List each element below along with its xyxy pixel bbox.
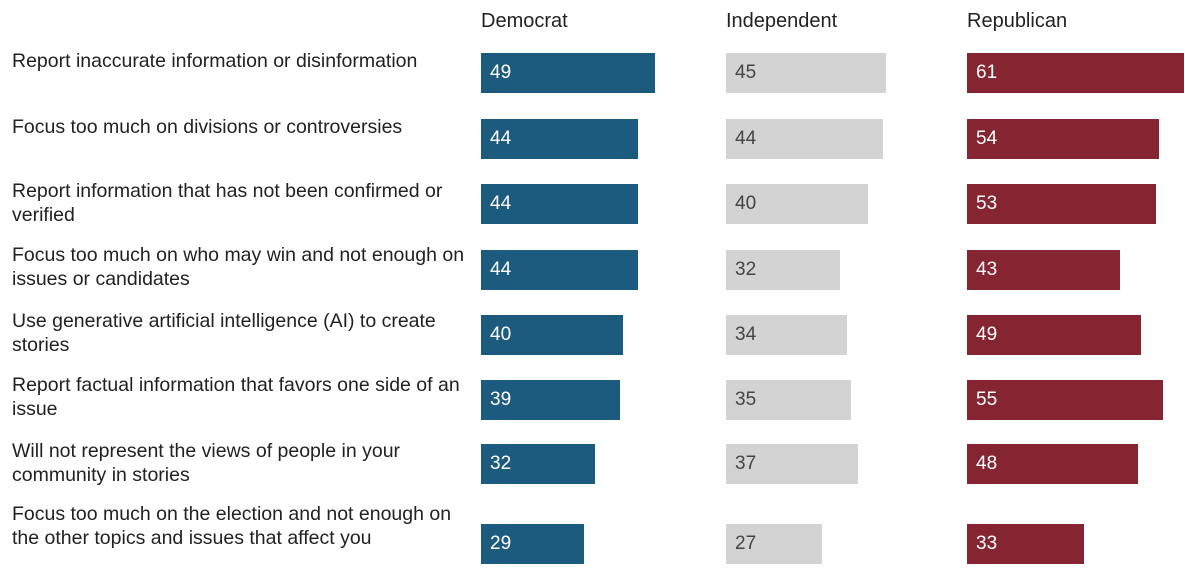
bar-value-label: 40 bbox=[735, 193, 757, 214]
bar-independent: 45 bbox=[726, 53, 887, 93]
bar-value-label: 55 bbox=[976, 389, 998, 410]
bar-value-label: 34 bbox=[735, 324, 757, 345]
bar-value-label: 33 bbox=[976, 533, 998, 554]
bar-republican: 43 bbox=[967, 250, 1120, 290]
bar-independent: 34 bbox=[726, 315, 847, 355]
bar-independent: 40 bbox=[726, 184, 869, 224]
bar-value-label: 29 bbox=[490, 533, 512, 554]
row-label: Focus too much on divisions or controver… bbox=[12, 116, 403, 138]
bar-independent: 44 bbox=[726, 119, 883, 159]
bar-value-label: 39 bbox=[490, 389, 512, 410]
bar-value-label: 43 bbox=[976, 259, 998, 280]
bar-value-label: 35 bbox=[735, 389, 757, 410]
bar-democrat: 44 bbox=[481, 184, 638, 224]
bar-value-label: 48 bbox=[976, 453, 998, 474]
column-header-republican: Republican bbox=[967, 10, 1068, 32]
bar-value-label: 44 bbox=[490, 259, 512, 280]
bar-value-label: 49 bbox=[490, 62, 512, 83]
bar-value-label: 53 bbox=[976, 193, 998, 214]
bar-value-label: 44 bbox=[735, 128, 757, 149]
bar-democrat: 32 bbox=[481, 444, 595, 484]
bar-value-label: 32 bbox=[735, 259, 757, 280]
row-label: Report inaccurate information or disinfo… bbox=[12, 50, 418, 72]
row-label: Focus too much on the election and not e… bbox=[12, 503, 452, 549]
column-header-independent: Independent bbox=[726, 10, 838, 32]
bar-value-label: 49 bbox=[976, 324, 998, 345]
bar-republican: 33 bbox=[967, 524, 1085, 564]
bar-republican: 48 bbox=[967, 444, 1138, 484]
bar-democrat: 29 bbox=[481, 524, 585, 564]
bar-value-label: 27 bbox=[735, 533, 757, 554]
column-header-democrat: Democrat bbox=[481, 10, 568, 32]
bar-independent: 35 bbox=[726, 380, 851, 420]
bar-value-label: 40 bbox=[490, 324, 512, 345]
bar-value-label: 37 bbox=[735, 453, 757, 474]
row-label: Will not represent the views of people i… bbox=[12, 440, 401, 486]
bar-democrat: 49 bbox=[481, 53, 656, 93]
bar-value-label: 61 bbox=[976, 62, 998, 83]
row-label: Focus too much on who may win and not en… bbox=[12, 244, 465, 290]
bar-republican: 61 bbox=[967, 53, 1184, 93]
bar-republican: 55 bbox=[967, 380, 1163, 420]
bar-democrat: 40 bbox=[481, 315, 624, 355]
bar-republican: 53 bbox=[967, 184, 1156, 224]
row-label: Report factual information that favors o… bbox=[12, 374, 460, 420]
bar-value-label: 44 bbox=[490, 128, 512, 149]
bar-democrat: 44 bbox=[481, 250, 638, 290]
bar-republican: 49 bbox=[967, 315, 1142, 355]
bar-democrat: 44 bbox=[481, 119, 638, 159]
bar-republican: 54 bbox=[967, 119, 1160, 159]
bar-independent: 32 bbox=[726, 250, 840, 290]
bar-independent: 27 bbox=[726, 524, 823, 564]
row-label: Use generative artificial intelligence (… bbox=[12, 310, 436, 356]
row-label: Report information that has not been con… bbox=[12, 180, 443, 226]
bar-value-label: 32 bbox=[490, 453, 512, 474]
bar-value-label: 44 bbox=[490, 193, 512, 214]
bar-democrat: 39 bbox=[481, 380, 620, 420]
bar-value-label: 54 bbox=[976, 128, 998, 149]
bar-value-label: 45 bbox=[735, 62, 757, 83]
bar-independent: 37 bbox=[726, 444, 858, 484]
